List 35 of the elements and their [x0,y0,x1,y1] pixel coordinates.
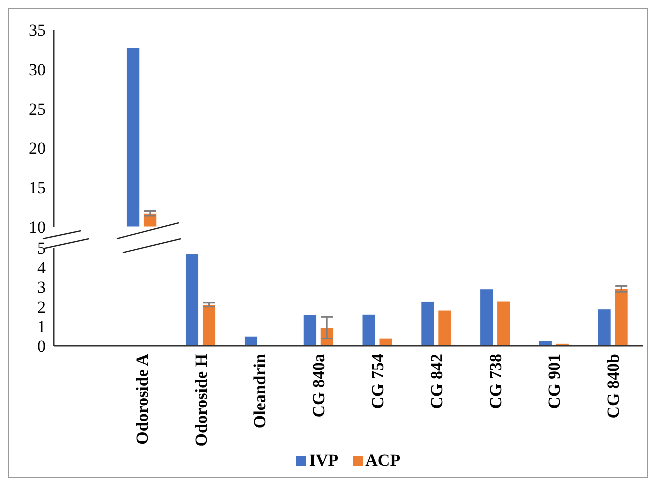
x-tick-label: CG 901 [545,354,564,410]
y-tick-label: 5 [38,239,46,258]
y-tick-label: 25 [29,100,46,119]
y-tick-label: 10 [29,218,46,238]
x-tick-label: CG 840b [604,354,624,419]
y-tick-label: 30 [29,60,46,80]
y-tick-label: 4 [38,258,46,278]
y-tick-label: 0 [38,337,46,356]
bar [421,302,435,346]
y-tick-label: 2 [38,298,46,317]
bar [202,304,216,346]
y-tick-label: 15 [29,178,46,198]
bar [186,254,200,346]
bar [438,310,452,346]
bar [379,338,393,346]
y-tick-label: 3 [38,278,46,298]
y-tick-label: 1 [38,317,46,336]
x-tick-label: CG 840a [310,354,329,418]
bar [303,314,317,346]
x-tick-label: CG 842 [427,354,446,410]
x-tick-label: CG 738 [486,354,506,410]
bar [598,309,612,346]
x-tick-label: Oleandrin [250,353,270,429]
bar [362,314,376,346]
x-tick-label: Odoroside H [192,354,211,447]
x-tick-label: CG 754 [368,354,388,410]
x-tick-label: Odoroside A [132,353,152,445]
bar [480,289,494,346]
bar [614,288,628,346]
legend-label: IVP [308,451,339,471]
y-tick-label: 20 [29,139,46,158]
bar [497,301,511,346]
legend-label: ACP [364,451,401,471]
bar [244,336,258,346]
y-tick-label: 35 [29,21,46,40]
